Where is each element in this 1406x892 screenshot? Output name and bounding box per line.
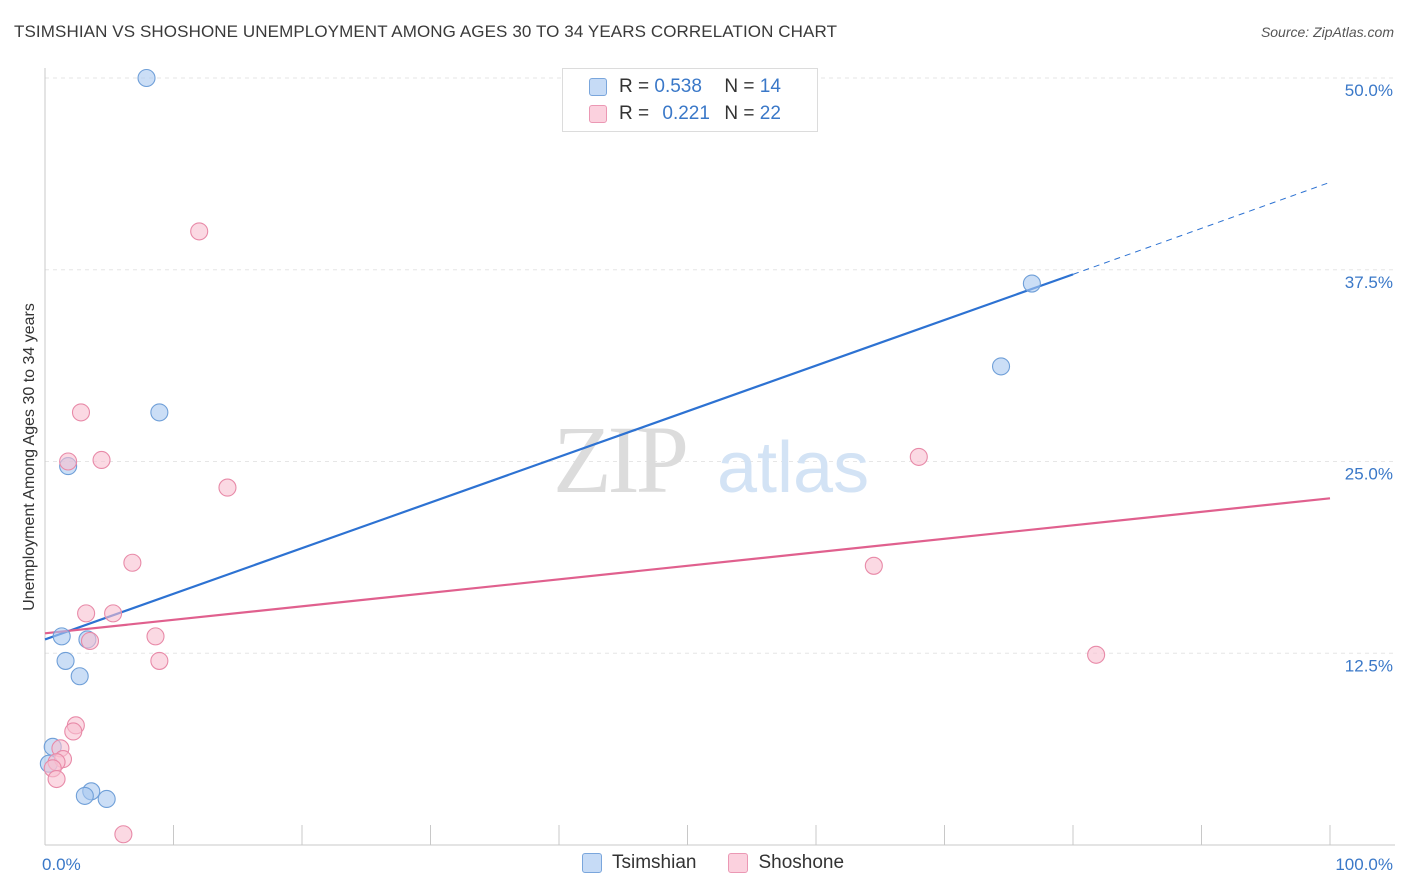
shoshone-point <box>123 553 142 572</box>
n-label: N = <box>724 76 755 97</box>
trend-layer <box>44 181 1331 641</box>
shoshone-point <box>104 604 123 623</box>
tsimshian-point <box>991 357 1011 376</box>
shoshone-point <box>59 452 78 471</box>
shoshone-point <box>64 722 83 741</box>
y-tick-label: 50.0% <box>1345 81 1393 100</box>
tsimshian-legend-swatch <box>582 853 602 873</box>
tsimshian-trend-line <box>44 273 1074 641</box>
points-layer <box>39 68 1106 844</box>
r-label: R = <box>619 76 650 97</box>
r-value: 0.538 <box>654 76 702 97</box>
n-value: 22 <box>759 103 781 124</box>
shoshone-point <box>150 651 169 670</box>
shoshone-point <box>71 403 91 422</box>
shoshone-point <box>218 478 237 497</box>
watermark-atlas: atlas <box>717 428 869 508</box>
tsimshian-point <box>97 789 116 809</box>
x-tick-label: 0.0% <box>42 855 81 874</box>
axis-layer <box>44 68 1395 846</box>
shoshone-trend-line <box>44 497 1331 635</box>
shoshone-point <box>1087 645 1106 664</box>
shoshone-point <box>77 604 96 623</box>
r-value: 0.221 <box>662 103 710 124</box>
legend-row-tsimshian: R = 0.538 N = 14 <box>589 75 781 99</box>
shoshone-point <box>47 769 66 789</box>
shoshone-point <box>909 447 928 466</box>
tsimshian-trend-extension <box>1072 181 1331 275</box>
n-value: 14 <box>759 76 781 97</box>
shoshone-legend-label: Shoshone <box>758 852 845 873</box>
chart-title: TSIMSHIAN VS SHOSHONE UNEMPLOYMENT AMONG… <box>14 22 838 41</box>
stats-legend: R = 0.538 N = 14 R = 0.221 N = 22 <box>562 68 818 132</box>
shoshone-point <box>80 631 100 651</box>
r-label: R = <box>619 103 650 124</box>
tsimshian-point <box>75 786 94 805</box>
y-tick-label: 37.5% <box>1345 273 1393 292</box>
shoshone-point <box>92 450 111 470</box>
shoshone-swatch <box>589 105 607 123</box>
source-note: Source: ZipAtlas.com <box>1260 24 1394 40</box>
shoshone-point <box>114 825 133 844</box>
tsimshian-point <box>56 651 75 670</box>
y-tick-label: 25.0% <box>1345 465 1393 484</box>
tsimshian-point <box>150 403 169 422</box>
shoshone-point <box>146 627 165 646</box>
shoshone-point <box>190 222 209 241</box>
watermark-layer: ZIP atlas <box>553 406 869 513</box>
tsimshian-point <box>70 667 89 686</box>
tsimshian-swatch <box>589 78 607 96</box>
label-layer: 12.5% 25.0% 37.5% 50.0% 0.0% 100.0% Unemployme… <box>21 81 1393 874</box>
shoshone-legend-swatch <box>728 853 749 873</box>
n-label: N = <box>724 103 755 124</box>
tsimshian-point <box>1022 274 1041 293</box>
y-tick-label: 12.5% <box>1345 656 1393 675</box>
tsimshian-point <box>52 627 71 646</box>
shoshone-point <box>864 556 883 575</box>
y-axis-title: Unemployment Among Ages 30 to 34 years <box>21 303 38 611</box>
x-tick-label: 100.0% <box>1335 855 1393 874</box>
tsimshian-legend-label: Tsimshian <box>612 852 697 873</box>
tsimshian-point <box>137 68 156 88</box>
series-legend: Tsimshian Shoshone <box>582 852 844 874</box>
legend-row-shoshone: R = 0.221 N = 22 <box>589 102 781 126</box>
watermark-zip: ZIP <box>553 406 686 513</box>
